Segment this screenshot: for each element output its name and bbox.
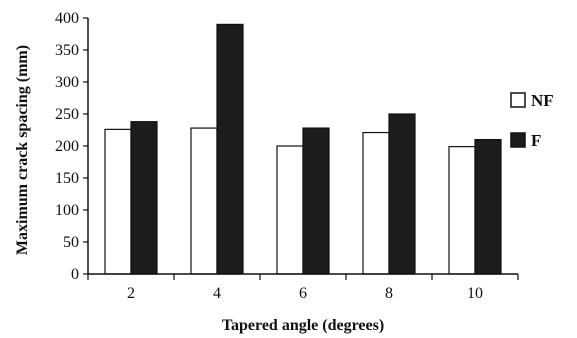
bar-f-10 [474, 139, 502, 275]
bar-f-8 [388, 113, 416, 275]
legend-swatch-f [510, 132, 526, 148]
y-tick-label: 100 [55, 202, 79, 219]
legend-label-f: F [531, 131, 541, 150]
y-axis-title: Maximum crack spacing (mm) [14, 45, 31, 255]
x-tick-label: 8 [385, 285, 393, 302]
x-ticks-group: 2 4 6 8 10 [87, 274, 519, 302]
x-tick-label: 6 [299, 285, 307, 302]
x-tick-label: 4 [213, 285, 221, 302]
y-tick-label: 400 [55, 10, 79, 27]
x-tick-label: 10 [467, 285, 483, 302]
legend-label-nf: NF [531, 91, 554, 110]
bar-f-6 [302, 127, 330, 275]
bar-f-2 [130, 121, 158, 275]
y-tick-label: 50 [63, 234, 79, 251]
legend-swatch-nf [510, 92, 526, 108]
y-ticks-group: 0 50 100 150 200 250 300 350 400 [55, 10, 88, 283]
legend: NF F [510, 91, 554, 150]
x-axis-title: Tapered angle (degrees) [222, 317, 384, 334]
y-tick-label: 300 [55, 74, 79, 91]
bar-f-4 [216, 23, 244, 275]
bar-nf-10 [448, 146, 476, 275]
bar-nf-6 [276, 145, 304, 275]
y-tick-label: 200 [55, 138, 79, 155]
bars-group [104, 23, 502, 275]
bar-nf-8 [362, 131, 390, 275]
x-tick-label: 2 [127, 285, 135, 302]
y-tick-label: 350 [55, 42, 79, 59]
bar-nf-2 [104, 128, 132, 275]
y-tick-label: 0 [71, 266, 79, 283]
y-tick-label: 250 [55, 106, 79, 123]
bar-nf-4 [190, 127, 218, 275]
y-tick-label: 150 [55, 170, 79, 187]
